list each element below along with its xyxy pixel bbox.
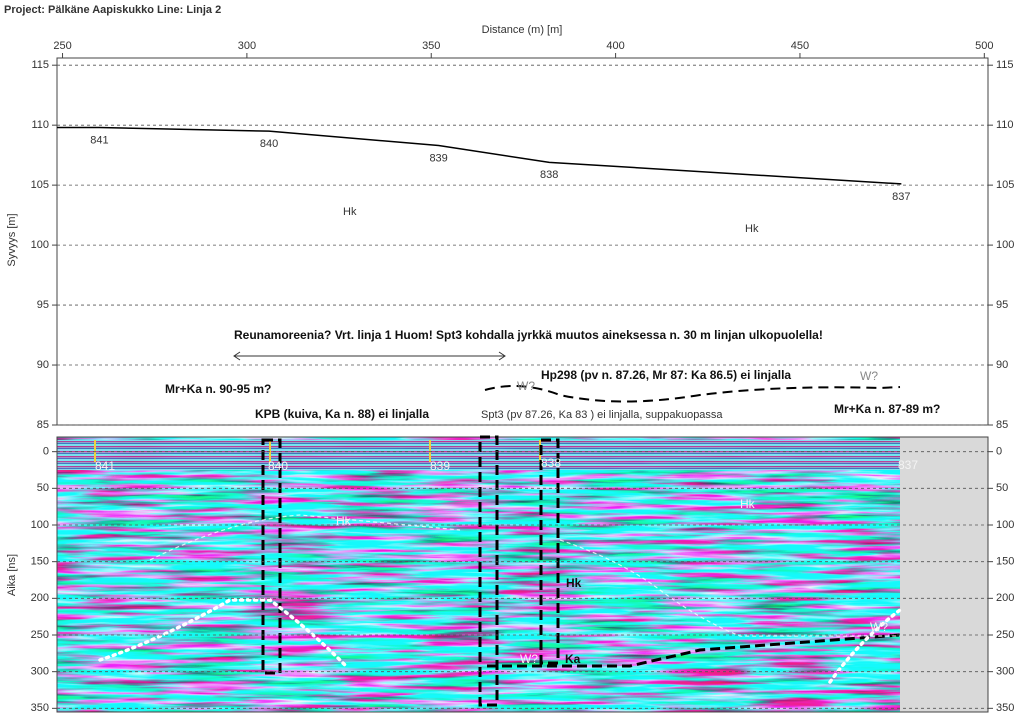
annotation: Hk: [745, 223, 759, 235]
y-tick-label: 300: [31, 666, 49, 678]
y-axis-label: Aika [ns]: [6, 554, 18, 596]
borehole-boxes: [261, 435, 901, 707]
y-tick-label: 100: [996, 519, 1014, 531]
y-tick-label: 0: [43, 446, 49, 458]
station-label: 839: [429, 152, 447, 164]
interpreted-line: [484, 385, 901, 403]
plot-frame: [56, 57, 989, 426]
page-title: Project: Pälkäne Aapiskukko Line: Linja …: [4, 4, 221, 16]
y-tick-label: 50: [37, 482, 49, 494]
x-tick-label: 450: [791, 40, 809, 52]
y-tick-label: 0: [996, 446, 1002, 458]
y-tick-label: 200: [31, 592, 49, 604]
annotation: W?: [860, 369, 878, 383]
radar-texture: [57, 437, 900, 712]
y-tick-label: 250: [996, 629, 1014, 641]
y-tick-label: 350: [996, 702, 1014, 714]
annotation: 840: [268, 459, 288, 473]
dashed-boundary: [149, 514, 900, 637]
no-data-area: [900, 437, 988, 712]
annotation: Hp298 (pv n. 87.26, Mr 87: Ka 86.5) ei l…: [541, 368, 791, 382]
dotted-boundary: [98, 598, 902, 684]
y-tick-label: 200: [996, 592, 1014, 604]
y-tick-label: 95: [37, 299, 49, 311]
surface-line: [57, 126, 902, 185]
annotation: Reunamoreenia? Vrt. linja 1 Huom! Spt3 k…: [234, 328, 823, 342]
annotation: Mr+Ka n. 90-95 m?: [165, 382, 271, 396]
annotation: 837: [898, 458, 918, 472]
x-tick-label: 500: [975, 40, 993, 52]
y-tick-label: 100: [996, 239, 1014, 251]
annotation: Hk: [336, 514, 352, 528]
y-tick-label: 100: [31, 519, 49, 531]
annotation: Hk: [566, 576, 582, 590]
y-tick-label: 350: [31, 702, 49, 714]
y-tick-label: 90: [996, 359, 1008, 371]
interpretation: [94, 351, 902, 707]
x-tick-label: 400: [606, 40, 624, 52]
annotation: Spt3 (pv 87.26, Ka 83 ) ei linjalla, sup…: [481, 409, 723, 421]
arrow-heads: [233, 351, 506, 361]
annotation: Hk: [740, 497, 756, 511]
station-label: 841: [90, 134, 108, 146]
y-tick-label: 105: [996, 179, 1014, 191]
y-tick-label: 115: [996, 59, 1014, 71]
annotation: 838: [541, 456, 561, 470]
y-tick-label: 100: [31, 239, 49, 251]
y-tick-label: 110: [31, 119, 49, 131]
y-axis-label: Syvyys [m]: [6, 213, 18, 266]
y-tick-label: 150: [31, 556, 49, 568]
y-tick-label: 90: [37, 359, 49, 371]
station-label: 837: [892, 191, 910, 203]
y-tick-label: 105: [31, 179, 49, 191]
radargram: [57, 437, 988, 712]
y-tick-label: 110: [996, 119, 1014, 131]
y-tick-label: 115: [31, 59, 49, 71]
y-tick-label: 300: [996, 666, 1014, 678]
plot-frame: [56, 436, 989, 713]
x-tick-label: 300: [238, 40, 256, 52]
station-label: 840: [260, 138, 278, 150]
annotation: 839: [430, 459, 450, 473]
y-tick-label: 50: [996, 482, 1008, 494]
annotation: Mr+Ka n. 87-89 m?: [834, 402, 940, 416]
x-tick-label: 250: [53, 40, 71, 52]
annotation: W?: [517, 379, 535, 393]
y-tick-label: 250: [31, 629, 49, 641]
annotation: W?: [520, 652, 538, 666]
annotation: 841: [95, 459, 115, 473]
station-label: 838: [540, 169, 558, 181]
x-axis-label: Distance (m) [m]: [482, 24, 563, 36]
annotation: W?: [870, 620, 888, 634]
annotation: Hk: [343, 206, 357, 218]
annotation: Ka: [565, 652, 581, 666]
annotation: KPB (kuiva, Ka n. 88) ei linjalla: [255, 407, 429, 421]
y-tick-label: 85: [996, 419, 1008, 431]
x-tick-label: 350: [422, 40, 440, 52]
y-tick-label: 85: [37, 419, 49, 431]
y-tick-label: 95: [996, 299, 1008, 311]
y-tick-label: 150: [996, 556, 1014, 568]
